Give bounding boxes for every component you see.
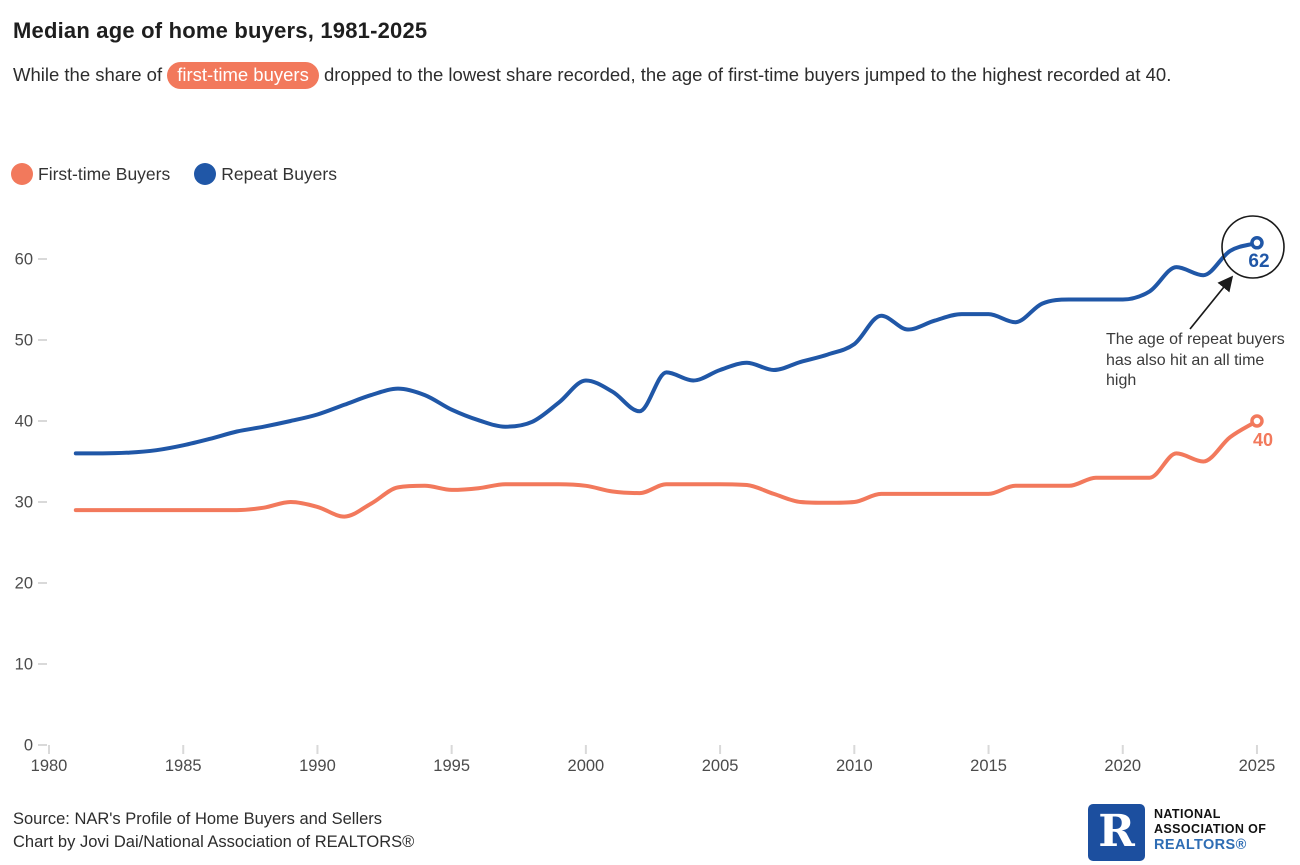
y-tick-label: 40 xyxy=(15,413,33,431)
first-time-buyers-line xyxy=(73,419,1259,519)
subtitle: While the share of first-time buyers dro… xyxy=(13,60,1245,90)
x-axis: 1980 1985 1990 1995 2000 2005 2010 2015 2020 2025 xyxy=(31,745,1276,775)
repeat-buyers-line xyxy=(73,240,1259,456)
first-time-buyers-end-marker xyxy=(1250,414,1264,428)
first-time-buyers-value-label: 40 xyxy=(1253,430,1273,450)
repeat-buyers-end-marker xyxy=(1250,236,1264,250)
source-line: Source: NAR's Profile of Home Buyers and… xyxy=(13,810,383,828)
y-tick-label: 0 xyxy=(24,737,33,755)
legend-label-first-time: First-time Buyers xyxy=(38,163,171,184)
x-tick-label: 2010 xyxy=(836,757,873,775)
repeat-buyers-value-label: 62 xyxy=(1248,251,1269,272)
nar-logo-line3: REALTORS® xyxy=(1154,837,1247,853)
x-tick-label: 2000 xyxy=(568,757,605,775)
y-tick-label: 30 xyxy=(15,494,33,512)
nar-logo-text: NATIONAL ASSOCIATION OF REALTORS® xyxy=(1154,804,1266,854)
y-axis: 0 10 20 30 40 50 60 xyxy=(15,251,47,755)
y-tick-label: 50 xyxy=(15,332,33,350)
nar-logo: R NATIONAL ASSOCIATION OF REALTORS® xyxy=(1088,804,1266,861)
x-tick-label: 2005 xyxy=(702,757,739,775)
credit-line: Chart by Jovi Dai/National Association o… xyxy=(13,832,415,851)
x-tick-label: 2025 xyxy=(1239,757,1276,775)
annotation-circle xyxy=(1221,215,1285,279)
nar-logo-line1: NATIONAL xyxy=(1154,807,1221,821)
subtitle-pre: While the share of xyxy=(13,64,168,85)
source-block: Source: NAR's Profile of Home Buyers and… xyxy=(13,808,414,853)
subtitle-post: dropped to the lowest share recorded, th… xyxy=(318,64,1172,85)
x-tick-label: 1980 xyxy=(31,757,68,775)
x-tick-label: 1985 xyxy=(165,757,202,775)
legend: First-time Buyers Repeat Buyers xyxy=(11,163,337,185)
nar-logo-r-icon: R xyxy=(1088,804,1145,861)
x-tick-label: 1995 xyxy=(433,757,470,775)
legend-item-first-time: First-time Buyers xyxy=(11,163,170,185)
y-tick-label: 60 xyxy=(15,251,33,269)
first-time-buyers-highlight-pill: first-time buyers xyxy=(167,62,319,89)
page-title: Median age of home buyers, 1981-2025 xyxy=(13,18,428,43)
x-tick-label: 2020 xyxy=(1104,757,1141,775)
legend-label-repeat: Repeat Buyers xyxy=(221,163,337,184)
legend-item-repeat: Repeat Buyers xyxy=(194,163,337,185)
y-tick-label: 10 xyxy=(15,656,33,674)
annotation-arrow xyxy=(1189,275,1234,330)
x-tick-label: 1990 xyxy=(299,757,336,775)
repeat-buyers-dot-icon xyxy=(194,163,217,185)
y-tick-label: 20 xyxy=(15,575,33,593)
x-tick-label: 2015 xyxy=(970,757,1007,775)
annotation-text: The age of repeat buyers has also hit an… xyxy=(1106,331,1285,389)
nar-logo-line2: ASSOCIATION OF xyxy=(1154,822,1267,836)
first-time-buyers-dot-icon xyxy=(11,163,33,185)
